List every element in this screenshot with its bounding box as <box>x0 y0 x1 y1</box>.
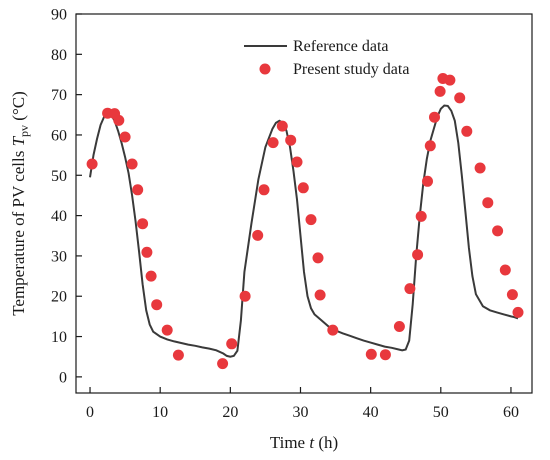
present-data-point <box>499 264 511 276</box>
present-data-point <box>327 324 339 336</box>
y-axis: 0 10 20 30 40 50 60 70 80 90 <box>51 7 82 386</box>
present-data-point <box>145 270 157 282</box>
present-data-point <box>429 111 440 123</box>
plot-frame <box>75 13 533 394</box>
y-tick-label: 40 <box>51 208 67 225</box>
y-tick-label: 80 <box>51 47 67 64</box>
y-tick-label: 30 <box>51 248 67 265</box>
present-data-point <box>285 134 297 146</box>
present-data-point <box>291 156 303 168</box>
plot-area-border <box>75 13 533 394</box>
present-data-point <box>86 158 98 170</box>
present-data-point <box>415 210 427 222</box>
present-data-point <box>226 338 238 350</box>
present-data-point <box>141 246 153 258</box>
x-tick-label: 40 <box>363 404 379 421</box>
present-data-point <box>312 252 324 264</box>
present-data-point <box>393 321 405 332</box>
present-data-point <box>422 175 433 187</box>
x-tick-label: 0 <box>86 404 94 421</box>
present-data-point <box>314 289 326 301</box>
y-tick-label: 10 <box>51 329 67 346</box>
present-data-point <box>297 182 309 194</box>
present-data-point <box>512 306 524 318</box>
x-tick-label: 60 <box>503 404 519 421</box>
present-data-point <box>482 197 494 209</box>
x-tick-label: 50 <box>433 404 449 421</box>
present-data-point <box>461 125 473 137</box>
present-data-point <box>126 158 138 170</box>
present-data-point <box>239 290 251 302</box>
legend-label-present: Present study data <box>293 61 409 78</box>
present-data-point <box>492 225 504 237</box>
present-data-point <box>267 137 279 149</box>
present-data-point <box>172 349 184 361</box>
x-tick-label: 10 <box>152 404 168 421</box>
y-axis-title: Temperature of PV cells Tpv (°C) <box>9 91 31 316</box>
present-data-point <box>379 349 391 361</box>
present-data-point <box>161 324 173 336</box>
x-axis: 0 10 20 30 40 50 60 <box>86 387 519 421</box>
reference-data-line <box>89 104 519 358</box>
present-data-point <box>365 348 377 360</box>
present-data-point <box>137 218 149 230</box>
present-data-point <box>474 162 486 174</box>
y-tick-label: 60 <box>51 127 67 144</box>
present-data-point <box>412 249 424 261</box>
present-data-point <box>151 299 163 311</box>
present-data-point <box>276 120 288 132</box>
legend: Reference data Present study data <box>244 38 409 78</box>
x-axis-title: Time t (h) <box>270 433 338 452</box>
present-data-point <box>404 283 416 295</box>
legend-dot-swatch <box>259 63 271 75</box>
legend-label-reference: Reference data <box>293 38 388 55</box>
present-data-point <box>444 74 456 86</box>
present-data-point <box>132 184 144 196</box>
y-tick-label: 70 <box>51 87 67 104</box>
present-data-point <box>434 85 446 97</box>
present-data-point <box>454 92 466 104</box>
present-data-point <box>506 289 518 301</box>
y-tick-label: 0 <box>59 369 67 386</box>
y-tick-label: 50 <box>51 168 67 185</box>
y-tick-label: 20 <box>51 289 67 306</box>
series-layer <box>86 73 524 370</box>
present-data-point <box>424 140 436 152</box>
x-tick-label: 30 <box>292 404 308 421</box>
present-data-point <box>217 358 229 370</box>
present-data-point <box>113 114 125 126</box>
present-data-point <box>252 229 264 241</box>
present-data-point <box>258 184 270 196</box>
y-tick-label: 90 <box>51 7 67 24</box>
x-tick-label: 20 <box>222 404 238 421</box>
present-data-point <box>119 131 131 143</box>
present-data-point <box>305 214 317 226</box>
